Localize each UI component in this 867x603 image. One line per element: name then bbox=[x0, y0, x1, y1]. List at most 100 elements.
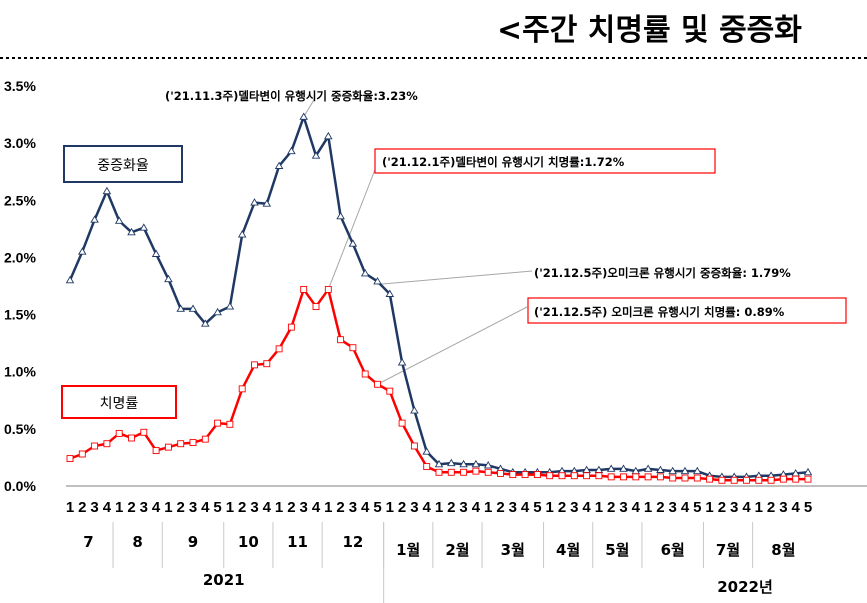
month-label: 2월 bbox=[445, 541, 469, 559]
week-tick-label: 4 bbox=[521, 499, 530, 516]
y-tick-label: 2.5% bbox=[4, 192, 36, 208]
data-point bbox=[225, 302, 235, 310]
month-label: 4월 bbox=[556, 541, 580, 559]
data-point bbox=[128, 434, 135, 442]
week-tick-label: 2 bbox=[496, 499, 504, 516]
data-point bbox=[287, 146, 296, 155]
data-point bbox=[668, 466, 677, 475]
data-point bbox=[386, 387, 394, 395]
y-tick-label: 3.5% bbox=[4, 78, 36, 94]
week-tick-label: 3 bbox=[349, 499, 357, 516]
data-point bbox=[755, 476, 763, 484]
week-tick-label: 2 bbox=[78, 499, 86, 516]
data-point bbox=[558, 472, 566, 480]
annotation-delta-severe: ('21.11.3주)델타변이 유행시기 중증화율:3.23% bbox=[165, 89, 418, 103]
data-point bbox=[90, 215, 99, 223]
data-point bbox=[263, 360, 271, 368]
data-point bbox=[620, 473, 627, 481]
data-point bbox=[607, 473, 615, 481]
data-point bbox=[274, 161, 284, 169]
data-point bbox=[484, 468, 492, 476]
week-tick-label: 3 bbox=[90, 499, 98, 516]
week-tick-label: 4 bbox=[582, 499, 591, 516]
data-point bbox=[718, 476, 726, 484]
data-point bbox=[644, 473, 652, 481]
week-tick-label: 1 bbox=[275, 499, 283, 516]
data-point bbox=[792, 475, 800, 483]
page-title: <주간 치명률 및 중증화 bbox=[497, 13, 802, 48]
week-tick-label: 2 bbox=[336, 499, 344, 516]
week-tick-label: 3 bbox=[669, 499, 677, 516]
data-point bbox=[300, 285, 308, 293]
data-point bbox=[669, 474, 677, 482]
data-point bbox=[127, 227, 136, 236]
data-point bbox=[151, 249, 161, 257]
data-point bbox=[250, 198, 259, 206]
data-point bbox=[78, 247, 87, 255]
week-tick-label: 2 bbox=[558, 499, 566, 516]
week-tick-label: 4 bbox=[742, 499, 751, 516]
data-point bbox=[201, 319, 210, 327]
week-tick-label: 3 bbox=[509, 499, 517, 516]
data-point bbox=[447, 458, 456, 467]
data-point bbox=[373, 277, 382, 285]
data-point bbox=[262, 199, 272, 207]
data-point bbox=[360, 269, 370, 277]
data-point bbox=[348, 239, 358, 247]
data-point bbox=[189, 439, 197, 447]
data-point bbox=[693, 466, 702, 475]
year-label: 2022년 bbox=[717, 578, 773, 596]
data-point bbox=[767, 476, 775, 484]
data-point bbox=[238, 385, 246, 393]
data-point bbox=[237, 230, 247, 238]
week-tick-label: 1 bbox=[484, 499, 492, 516]
data-point bbox=[460, 468, 468, 476]
week-tick-label: 2 bbox=[607, 499, 615, 516]
month-label: 8월 bbox=[771, 541, 795, 559]
data-point bbox=[226, 420, 234, 428]
data-point bbox=[139, 223, 149, 231]
data-point bbox=[447, 468, 455, 476]
data-point bbox=[299, 112, 308, 120]
week-tick-label: 2 bbox=[398, 499, 406, 516]
week-tick-label: 2 bbox=[656, 499, 664, 516]
data-point bbox=[533, 471, 541, 479]
week-tick-label: 3 bbox=[410, 499, 418, 516]
week-tick-label: 1 bbox=[705, 499, 713, 516]
week-tick-label: 2 bbox=[767, 499, 775, 516]
data-point bbox=[656, 465, 665, 473]
week-tick-label: 1 bbox=[386, 499, 394, 516]
week-tick-label: 1 bbox=[595, 499, 603, 516]
week-tick-label: 4 bbox=[103, 499, 112, 516]
week-tick-label: 3 bbox=[250, 499, 258, 516]
data-point bbox=[66, 455, 74, 463]
data-point bbox=[214, 419, 222, 427]
week-tick-label: 1 bbox=[546, 499, 554, 516]
week-tick-label: 2 bbox=[718, 499, 726, 516]
data-point bbox=[78, 450, 86, 458]
month-label: 5월 bbox=[605, 541, 629, 559]
week-tick-label: 5 bbox=[533, 499, 541, 516]
week-tick-label: 3 bbox=[189, 499, 197, 516]
annotation-box bbox=[374, 148, 716, 174]
week-tick-label: 3 bbox=[730, 499, 738, 516]
week-tick-label: 1 bbox=[755, 499, 763, 516]
week-tick-label: 1 bbox=[164, 499, 172, 516]
data-point bbox=[410, 406, 419, 414]
data-point bbox=[693, 474, 701, 482]
data-point bbox=[251, 361, 258, 369]
data-point bbox=[114, 216, 124, 224]
data-point bbox=[188, 304, 198, 312]
annotation-omicron-severe: ('21.12.5주)오미크론 유행시기 중증화율: 1.79% bbox=[534, 266, 791, 280]
week-tick-label: 4 bbox=[201, 499, 210, 516]
week-tick-label: 1 bbox=[226, 499, 234, 516]
month-label: 10 bbox=[238, 533, 259, 551]
week-tick-label: 4 bbox=[312, 499, 321, 516]
week-tick-label: 4 bbox=[472, 499, 481, 516]
data-point bbox=[681, 474, 689, 482]
data-point bbox=[472, 467, 480, 475]
month-label: 6월 bbox=[661, 541, 685, 559]
legend-fatality-rate-box bbox=[61, 385, 177, 419]
month-label: 9 bbox=[188, 533, 198, 551]
